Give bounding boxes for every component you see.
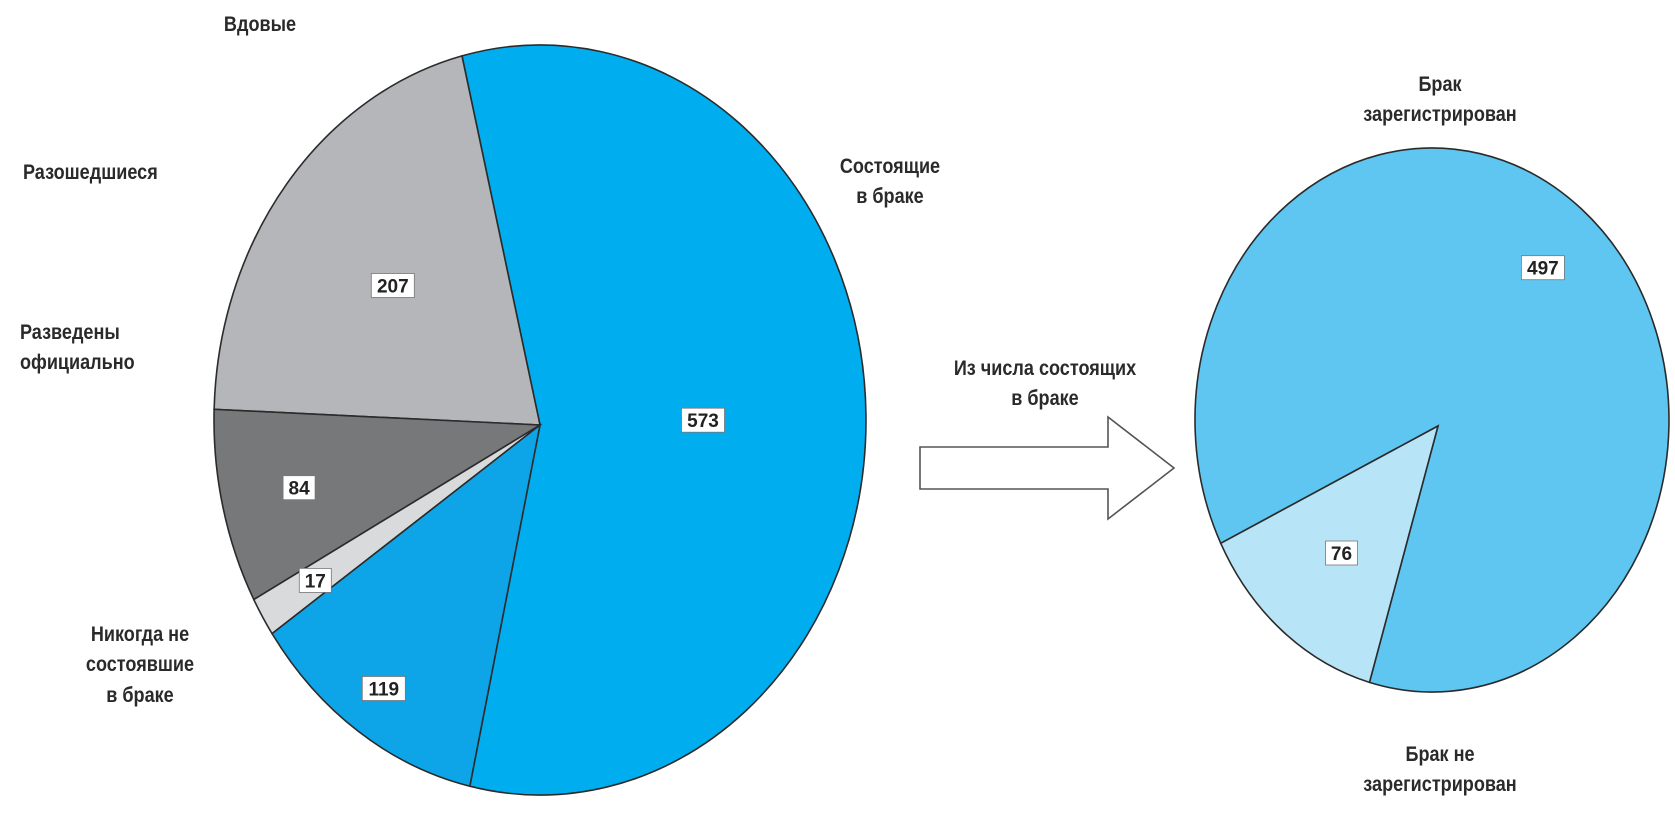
pie1-value-label-0: 573 xyxy=(687,411,719,432)
pie1-value-box-3 xyxy=(298,568,332,593)
label-never-married: Никогда не состоявшие в браке xyxy=(85,623,195,707)
label-divorced: Разведены официально xyxy=(20,321,135,375)
pie1-slice-1 xyxy=(213,54,541,426)
pie1-value-label-1: 207 xyxy=(377,277,409,298)
arrow-callout-text: Из числа состоящих в браке xyxy=(953,357,1137,411)
pie1-slice-4 xyxy=(271,423,542,788)
label-separated: Разошедшиеся xyxy=(23,161,158,184)
arrow-icon xyxy=(919,415,1176,521)
pie1-value-label-2: 84 xyxy=(289,479,311,500)
pie1-value-box-0 xyxy=(681,407,725,433)
label-widowed: Вдовые xyxy=(223,13,297,36)
pie2-value-label-0: 497 xyxy=(1527,259,1559,280)
pie1-value-box-4 xyxy=(361,676,406,701)
pie2-value-box-0 xyxy=(1521,255,1565,281)
pie1-slice-2 xyxy=(213,408,543,601)
pie1-value-label-4: 119 xyxy=(368,680,399,701)
pie1-value-label-3: 17 xyxy=(305,571,326,592)
pie1-slice-0 xyxy=(461,44,867,796)
pie1-value-box-2 xyxy=(282,475,316,501)
pie2-slice-0 xyxy=(1194,147,1670,693)
pie-married-breakdown: 497 76 xyxy=(1194,147,1670,693)
pie-marital-status: 573 207 84 17 119 xyxy=(213,44,867,796)
pie1-value-box-1 xyxy=(370,273,415,298)
pie2-value-box-1 xyxy=(1325,540,1358,566)
label-marriage-unregistered: Брак не зарегистрирован xyxy=(1363,743,1517,797)
label-marriage-registered: Брак зарегистрирован xyxy=(1363,73,1517,127)
pie2-value-label-1: 76 xyxy=(1331,544,1352,565)
label-married: Состоящие в браке xyxy=(839,155,941,209)
